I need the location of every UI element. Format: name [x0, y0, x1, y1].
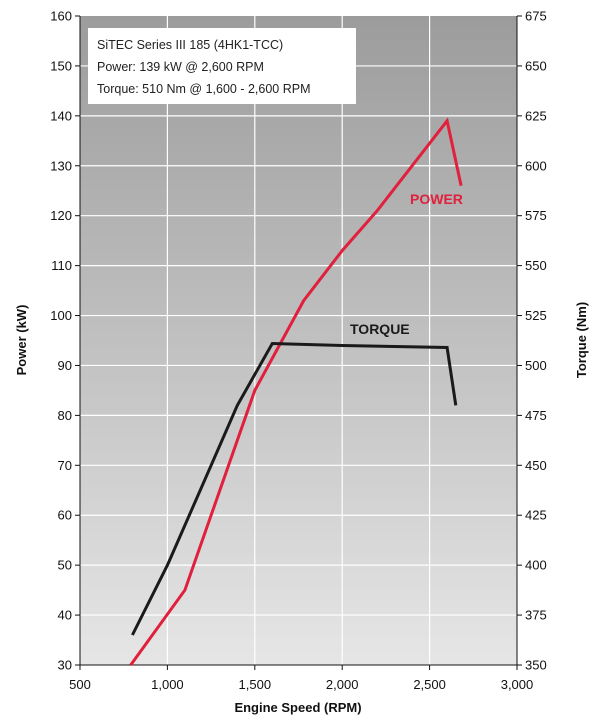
left-axis-ticks: 30 40 50 60 70 80 90 100 110 120 130 140 150 160: [50, 9, 80, 673]
y-left-tick-label: 80: [58, 408, 72, 423]
info-box: SiTEC Series III 185 (4HK1-TCC) Power: 1…: [88, 28, 356, 104]
y-left-tick-label: 40: [58, 608, 72, 623]
y-axis-right-title: Torque (Nm): [574, 302, 589, 378]
y-right-tick-label: 575: [525, 208, 547, 223]
y-left-tick-label: 50: [58, 558, 72, 573]
y-axis-left-title: Power (kW): [14, 305, 29, 376]
y-right-tick-label: 500: [525, 358, 547, 373]
x-tick-label: 2,500: [413, 677, 446, 692]
y-right-tick-label: 600: [525, 158, 547, 173]
x-tick-label: 3,000: [501, 677, 534, 692]
series-label-torque: TORQUE: [350, 321, 410, 337]
info-line-model: SiTEC Series III 185 (4HK1-TCC): [97, 38, 283, 52]
y-right-tick-label: 350: [525, 658, 547, 673]
y-right-tick-label: 625: [525, 108, 547, 123]
y-left-tick-label: 130: [50, 158, 72, 173]
y-right-tick-label: 425: [525, 508, 547, 523]
series-label-power: POWER: [410, 191, 463, 207]
y-left-tick-label: 60: [58, 508, 72, 523]
y-right-tick-label: 675: [525, 9, 547, 24]
y-right-tick-label: 475: [525, 408, 547, 423]
y-right-tick-label: 375: [525, 608, 547, 623]
info-line-torque: Torque: 510 Nm @ 1,600 - 2,600 RPM: [97, 82, 311, 96]
x-axis-title: Engine Speed (RPM): [234, 700, 361, 715]
right-axis-ticks: 350 375 400 425 450 475 500 525 550 575 600 625 650 6…: [517, 9, 547, 673]
y-left-tick-label: 140: [50, 108, 72, 123]
y-right-tick-label: 650: [525, 58, 547, 73]
y-right-tick-label: 525: [525, 308, 547, 323]
x-tick-label: 1,000: [151, 677, 184, 692]
y-left-tick-label: 120: [50, 208, 72, 223]
y-left-tick-label: 70: [58, 458, 72, 473]
x-tick-label: 500: [69, 677, 91, 692]
y-right-tick-label: 550: [525, 258, 547, 273]
y-left-tick-label: 150: [50, 58, 72, 73]
y-right-tick-label: 450: [525, 458, 547, 473]
x-tick-label: 1,500: [239, 677, 272, 692]
y-left-tick-label: 160: [50, 9, 72, 24]
y-left-tick-label: 110: [51, 258, 72, 273]
x-axis-ticks: 500 1,000 1,500 2,000 2,500 3,000: [69, 665, 533, 692]
y-left-tick-label: 100: [50, 308, 72, 323]
x-tick-label: 2,000: [326, 677, 359, 692]
y-left-tick-label: 90: [58, 358, 72, 373]
y-right-tick-label: 400: [525, 558, 547, 573]
plot-area: [80, 16, 517, 665]
info-line-power: Power: 139 kW @ 2,600 RPM: [97, 60, 264, 74]
y-left-tick-label: 30: [58, 658, 72, 673]
